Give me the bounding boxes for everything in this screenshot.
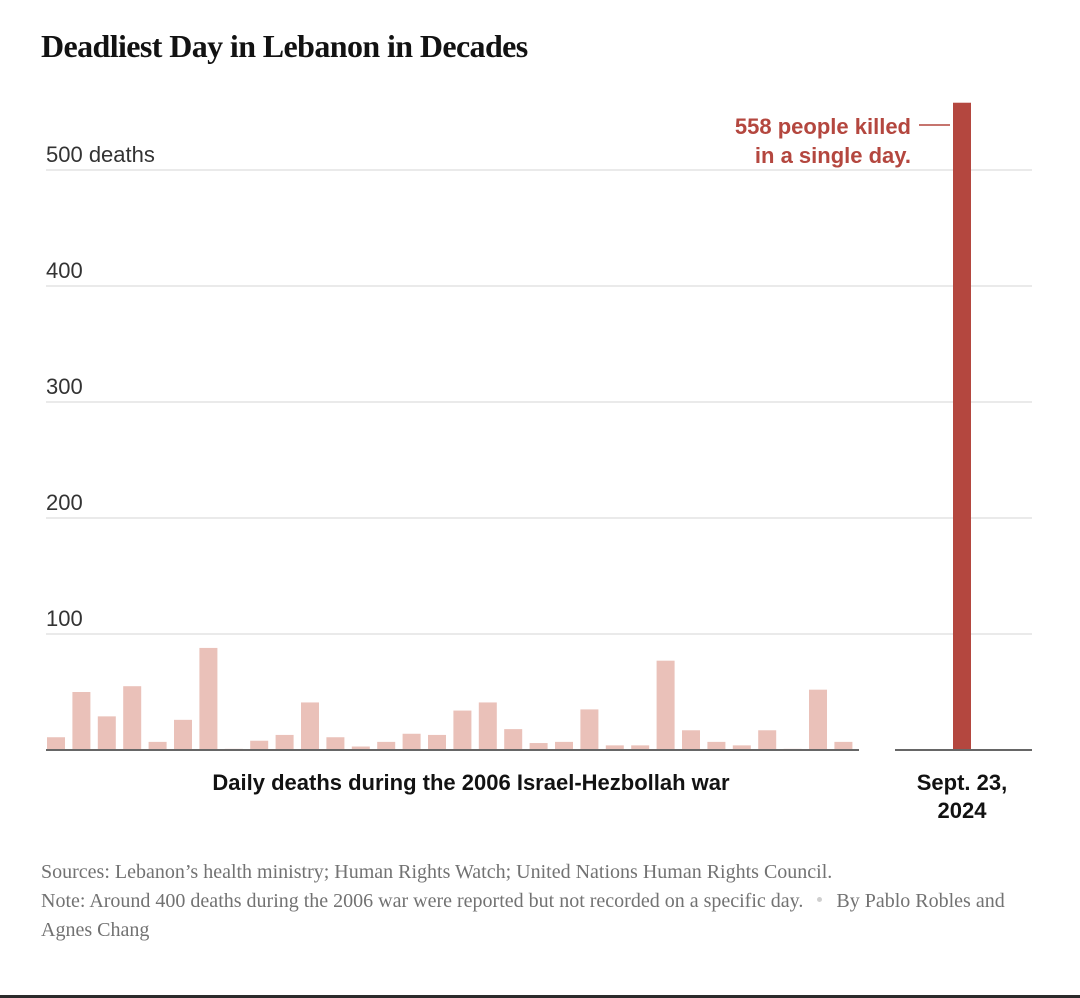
bar-2006	[453, 710, 472, 750]
bar-2006	[301, 702, 319, 750]
annotation: 558 people killed in a single day.	[735, 114, 950, 168]
bar-2006	[174, 719, 192, 750]
bar-2006	[402, 733, 421, 750]
bar-2006	[478, 702, 497, 750]
bar-2006	[682, 730, 700, 750]
y-tick-label: 100	[46, 606, 83, 631]
y-tick-label: 200	[46, 490, 83, 515]
bar-2006	[97, 716, 116, 750]
bar-2006	[72, 692, 91, 750]
bar-2006	[47, 737, 65, 750]
bar-2006	[529, 743, 548, 750]
bar-2006	[732, 745, 751, 750]
bar-2006	[707, 741, 726, 750]
bottom-rule	[0, 995, 1080, 998]
bar-2006	[504, 729, 523, 750]
y-tick-label: 500 deaths	[46, 142, 155, 167]
gridlines	[46, 169, 1032, 635]
bar-2006	[631, 745, 650, 750]
x-label-sept-23-2024: Sept. 23, 2024	[917, 770, 1007, 823]
bar-2006	[123, 686, 142, 750]
bar-2006	[326, 737, 345, 750]
footer-note: Note: Around 400 deaths during the 2006 …	[41, 890, 804, 912]
footer-sources: Sources: Lebanon’s health ministry; Huma…	[41, 861, 833, 883]
y-tick-label: 300	[46, 374, 83, 399]
footer: Sources: Lebanon’s health ministry; Huma…	[41, 858, 1041, 945]
separator-dot	[817, 896, 823, 902]
bar-chart: 100 200 300 400 500 deaths Daily deaths durin…	[46, 102, 1032, 823]
bar-2006	[834, 741, 853, 750]
annotation-line-2: in a single day.	[755, 143, 911, 168]
bar-2006	[580, 709, 599, 750]
bar-2006	[555, 741, 573, 750]
bar-2006	[199, 647, 218, 750]
footer-note-line: Note: Around 400 deaths during the 2006 …	[41, 887, 1041, 945]
annotation-line-1: 558 people killed	[735, 114, 911, 139]
bars	[47, 102, 971, 751]
y-tick-label: 400	[46, 258, 83, 283]
axis: 100 200 300 400 500 deaths Daily deaths durin…	[46, 142, 1032, 823]
bar-2006	[605, 745, 624, 750]
footer-byline: By Pablo Robles and Agnes Chang	[41, 890, 1005, 941]
bar-sept-23-2024	[953, 102, 971, 751]
bar-2006	[148, 741, 167, 750]
bar-2006	[656, 660, 675, 750]
chart-title: Deadliest Day in Lebanon in Decades	[41, 28, 528, 64]
bar-2006	[758, 730, 777, 750]
bar-2006	[809, 689, 827, 750]
x-label-2006-war: Daily deaths during the 2006 Israel-Hezb…	[212, 770, 730, 795]
bar-2006	[351, 746, 370, 750]
bar-2006	[250, 740, 269, 750]
bar-2006	[275, 734, 294, 750]
bar-2006	[377, 741, 396, 750]
bar-2006	[428, 734, 446, 750]
